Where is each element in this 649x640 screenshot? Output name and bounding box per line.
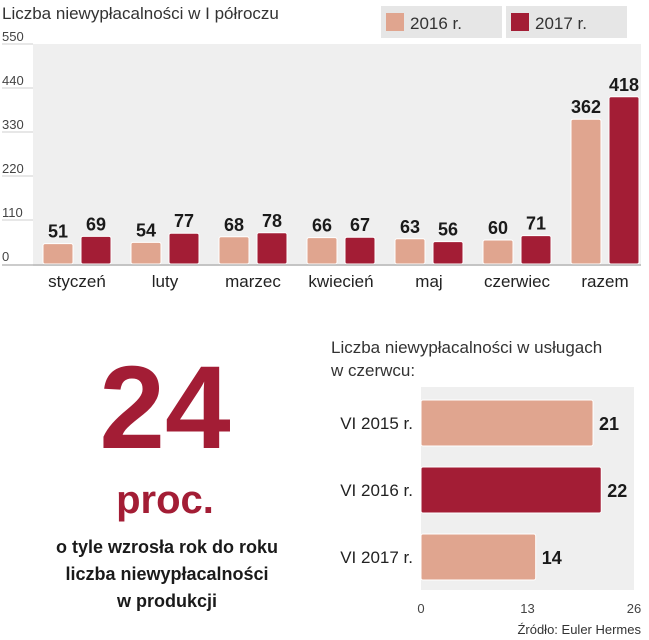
category-label-1: luty xyxy=(152,272,179,291)
x-tick-13: 13 xyxy=(520,601,534,616)
x-tick-26: 26 xyxy=(627,601,641,616)
legend-swatch-2016 xyxy=(386,13,404,31)
category-label-4: maj xyxy=(415,272,442,291)
bar-2017-5 xyxy=(520,235,552,265)
legend-label-2016: 2016 r. xyxy=(410,14,462,33)
callout-line-2: liczba niewypłacalności xyxy=(65,564,268,584)
category-label-6: razem xyxy=(581,272,628,291)
bar-2016-3 xyxy=(306,237,338,265)
services-chart-category-labels: VI 2015 r. VI 2016 r. VI 2017 r. xyxy=(340,414,413,567)
value-label-2016-5: 60 xyxy=(488,218,508,238)
hbar-0 xyxy=(420,399,594,447)
bar-2016-0 xyxy=(42,243,74,265)
bar-2016-1 xyxy=(130,241,162,265)
value-label-2016-3: 66 xyxy=(312,216,332,236)
value-label-2017-0: 69 xyxy=(86,214,106,234)
y-tick-110: 110 xyxy=(2,205,23,220)
value-label-2016-2: 68 xyxy=(224,215,244,235)
y-tick-220: 220 xyxy=(2,161,24,176)
value-label-2016-4: 63 xyxy=(400,217,420,237)
hbar-value-1: 22 xyxy=(607,481,627,501)
value-label-2017-1: 77 xyxy=(174,211,194,231)
legend-label-2017: 2017 r. xyxy=(535,14,587,33)
bar-2017-6 xyxy=(608,96,640,265)
value-label-2016-6: 362 xyxy=(571,97,601,117)
main-chart-bars xyxy=(42,96,640,265)
y-axis-ticks: 0 110 220 330 440 550 xyxy=(2,29,33,264)
services-chart-title-line-2: w czerwcu: xyxy=(330,361,415,380)
hbar-label-0: VI 2015 r. xyxy=(340,414,413,433)
hbar-2 xyxy=(420,533,537,581)
y-tick-550: 550 xyxy=(2,29,24,44)
source-note: Źródło: Euler Hermes xyxy=(517,622,641,637)
x-axis-ticks: 0 13 26 xyxy=(417,601,641,616)
callout-unit: proc. xyxy=(116,478,214,522)
bar-2017-4 xyxy=(432,241,464,265)
main-chart-category-labels: styczeń luty marzec kwiecień maj czerwiec raze… xyxy=(48,272,628,291)
y-tick-0: 0 xyxy=(2,249,9,264)
y-tick-330: 330 xyxy=(2,117,24,132)
main-chart-value-labels: 51 69 54 77 68 78 66 67 63 56 60 71 362 418 xyxy=(48,75,639,242)
legend-swatch-2017 xyxy=(511,13,529,31)
hbar-1 xyxy=(420,466,602,514)
category-label-3: kwiecień xyxy=(308,272,373,291)
hbar-value-0: 21 xyxy=(599,414,619,434)
value-label-2017-5: 71 xyxy=(526,214,546,234)
category-label-5: czerwiec xyxy=(484,272,551,291)
bar-2017-2 xyxy=(256,232,288,265)
bar-2017-1 xyxy=(168,232,200,265)
hbar-value-2: 14 xyxy=(542,548,562,568)
bar-2016-4 xyxy=(394,238,426,265)
category-label-0: styczeń xyxy=(48,272,106,291)
hbar-label-1: VI 2016 r. xyxy=(340,481,413,500)
value-label-2017-3: 67 xyxy=(350,215,370,235)
main-chart-title: Liczba niewypłacalności w I półroczu xyxy=(2,4,279,23)
bar-2017-3 xyxy=(344,236,376,265)
legend: 2016 r. 2017 r. xyxy=(381,6,627,38)
bar-2017-0 xyxy=(80,235,112,265)
x-tick-0: 0 xyxy=(417,601,424,616)
bar-2016-6 xyxy=(570,118,602,265)
bar-2016-2 xyxy=(218,236,250,265)
value-label-2016-1: 54 xyxy=(136,220,156,240)
services-chart-bars xyxy=(420,399,602,581)
callout-number: 24 xyxy=(99,342,230,474)
bar-2016-5 xyxy=(482,239,514,265)
value-label-2017-4: 56 xyxy=(438,220,458,240)
value-label-2017-2: 78 xyxy=(262,211,282,231)
callout-line-1: o tyle wzrosła rok do roku xyxy=(56,537,278,557)
hbar-label-2: VI 2017 r. xyxy=(340,548,413,567)
value-label-2016-0: 51 xyxy=(48,222,68,242)
value-label-2017-6: 418 xyxy=(609,75,639,95)
category-label-2: marzec xyxy=(225,272,281,291)
main-chart-panel xyxy=(33,44,641,266)
callout-line-3: w produkcji xyxy=(116,591,217,611)
y-tick-440: 440 xyxy=(2,73,24,88)
services-chart-title-line-1: Liczba niewypłacalności w usługach xyxy=(331,338,602,357)
services-chart-value-labels: 21 22 14 xyxy=(542,414,628,568)
